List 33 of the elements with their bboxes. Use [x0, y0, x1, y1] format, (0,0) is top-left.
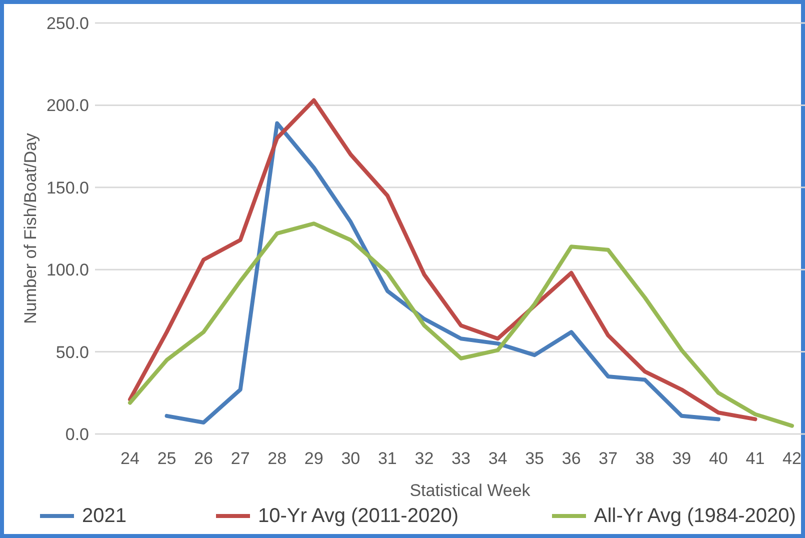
legend-label: All-Yr Avg (1984-2020)	[594, 505, 796, 527]
x-tick-label: 42	[782, 449, 802, 468]
y-tick-label: 0.0	[65, 425, 89, 444]
y-axis-title: Number of Fish/Boat/Day	[21, 132, 40, 324]
x-tick-label: 31	[378, 449, 397, 468]
line-series	[128, 98, 758, 422]
x-tick-label: 34	[488, 449, 508, 468]
line-series	[164, 121, 720, 424]
x-tick-label: 28	[268, 449, 287, 468]
x-tick-label: 35	[525, 449, 544, 468]
x-tick-label: 39	[672, 449, 692, 468]
x-tick-label: 41	[746, 449, 765, 468]
x-tick-label: 40	[708, 449, 728, 468]
x-tick-label: 24	[120, 449, 140, 468]
x-tick-label: 33	[452, 449, 470, 468]
y-tick-label: 250.0	[46, 14, 89, 33]
x-tick-label: 30	[341, 449, 360, 468]
x-tick-label: 38	[635, 449, 654, 468]
y-tick-label: 200.0	[46, 96, 89, 116]
legend-label: 10-Yr Avg (2011-2020)	[258, 505, 458, 527]
y-tick-label: 50.0	[56, 342, 89, 362]
line-series	[128, 222, 794, 428]
x-tick-label: 27	[230, 449, 250, 468]
legend-label: 2021	[82, 505, 126, 527]
x-tick-label: 32	[414, 449, 434, 468]
x-tick-label: 36	[562, 449, 581, 468]
x-axis-title: Statistical Week	[410, 481, 531, 500]
x-tick-label: 26	[194, 449, 214, 468]
y-tick-label: 100.0	[46, 260, 89, 280]
y-tick-label: 150.0	[46, 178, 89, 198]
x-tick-label: 29	[304, 449, 324, 468]
x-tick-label: 25	[157, 449, 176, 468]
x-tick-label: 37	[598, 449, 618, 468]
